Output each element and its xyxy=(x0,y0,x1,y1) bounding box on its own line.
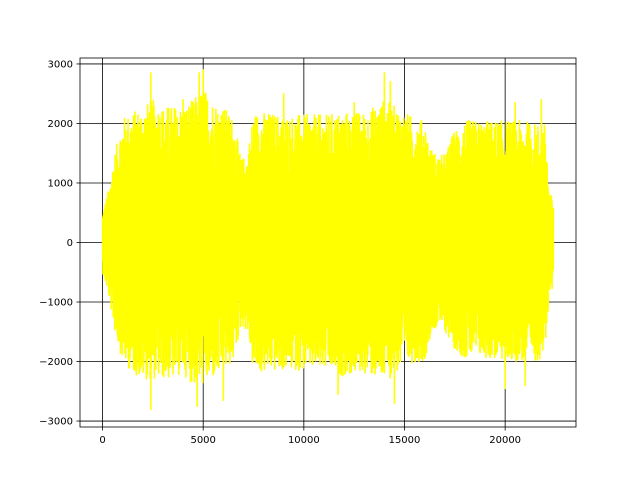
x-tick-label: 10000 xyxy=(288,435,320,446)
x-axis: 0 5000 10000 15000 20000 xyxy=(99,427,521,446)
y-tick-label: −3000 xyxy=(39,417,73,428)
y-tick-label: 0 xyxy=(67,238,73,249)
y-tick-label: 2000 xyxy=(48,119,73,130)
x-tick-label: 20000 xyxy=(489,435,521,446)
y-tick-label: −2000 xyxy=(39,357,73,368)
x-tick-label: 5000 xyxy=(190,435,215,446)
y-tick-label: 1000 xyxy=(48,178,73,189)
x-tick-label: 15000 xyxy=(389,435,421,446)
y-axis: −3000 −2000 −1000 0 1000 2000 3000 xyxy=(39,59,80,428)
x-tick-label: 0 xyxy=(99,435,105,446)
plot-area xyxy=(101,69,555,410)
y-tick-label: 3000 xyxy=(48,59,73,70)
series-line-0 xyxy=(101,69,555,410)
y-tick-label: −1000 xyxy=(39,298,73,309)
